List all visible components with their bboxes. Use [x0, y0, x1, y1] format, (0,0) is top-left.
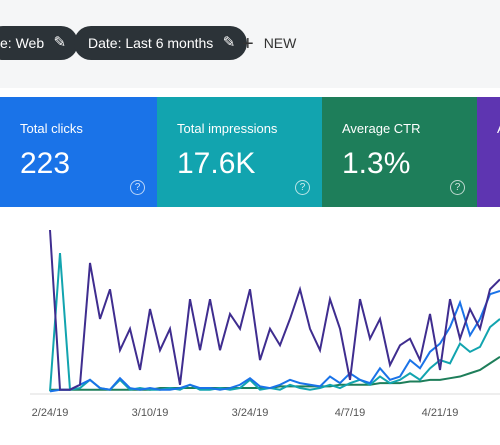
- filter-chip[interactable]: e: Web: [0, 26, 79, 60]
- series-line: [49, 289, 500, 393]
- x-tick-label: 4/7/19: [335, 407, 366, 419]
- toolbar: e: Web Date: Last 6 months +NEW: [0, 0, 500, 88]
- card-label: Total impressions: [177, 121, 278, 136]
- metric-card[interactable]: A: [477, 97, 500, 207]
- card-value: 1.3%: [342, 147, 411, 180]
- x-tick-label: 3/10/19: [132, 407, 169, 419]
- card-value: 223: [20, 147, 71, 180]
- card-label: Total clicks: [20, 121, 83, 136]
- x-tick-label: 3/24/19: [232, 407, 269, 419]
- series-line: [49, 229, 500, 391]
- metric-card[interactable]: Total impressions 17.6K?: [157, 97, 322, 207]
- series-line: [49, 252, 500, 392]
- card-label: Average CTR: [342, 121, 421, 136]
- series-line: [50, 355, 500, 391]
- chart: 2/24/19 3/10/19 3/24/19 4/7/19 4/21/19: [30, 229, 500, 419]
- new-button[interactable]: + NEW: [242, 33, 297, 55]
- x-tick-label: 2/24/19: [32, 407, 69, 419]
- help-icon[interactable]: ?: [295, 180, 310, 195]
- help-icon[interactable]: ?: [130, 180, 145, 195]
- card-value: 17.6K: [177, 147, 256, 180]
- metric-card[interactable]: Average CTR 1.3%?: [322, 97, 477, 207]
- new-label: NEW: [263, 35, 297, 51]
- card-label: A: [497, 121, 500, 136]
- x-tick-label: 4/21/19: [422, 407, 459, 419]
- metric-card[interactable]: Total clicks 223?: [0, 97, 157, 207]
- help-icon[interactable]: ?: [450, 180, 465, 195]
- filter-chip[interactable]: Date: Last 6 months: [74, 26, 248, 60]
